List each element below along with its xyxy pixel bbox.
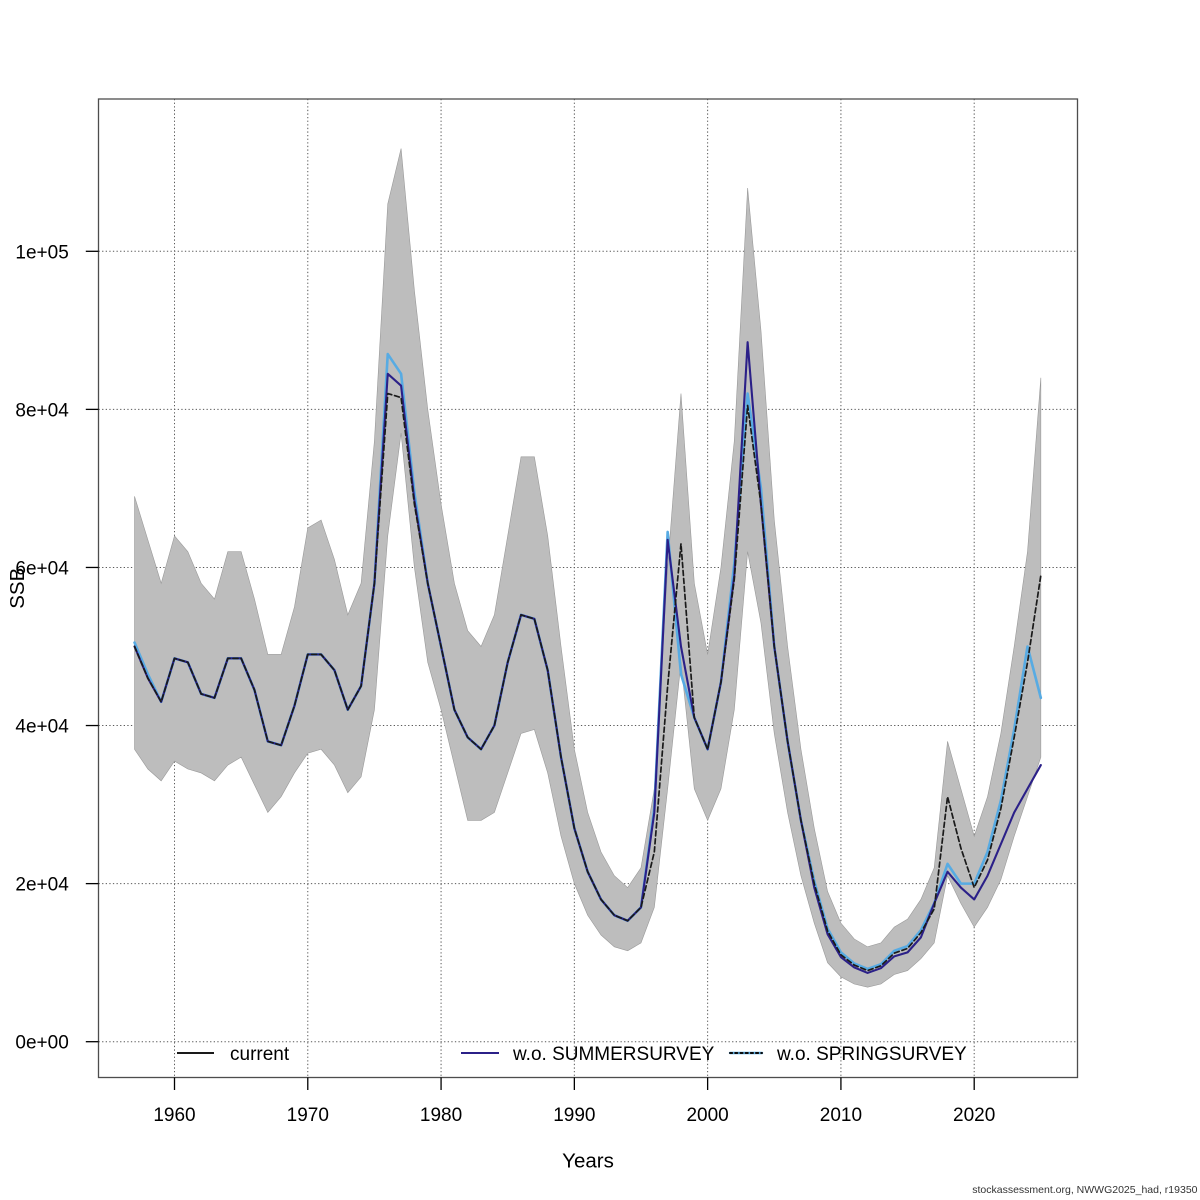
svg-text:w.o. SPRINGSURVEY: w.o. SPRINGSURVEY xyxy=(776,1044,967,1065)
svg-text:Years: Years xyxy=(562,1150,614,1173)
svg-text:1980: 1980 xyxy=(420,1105,462,1126)
svg-text:2020: 2020 xyxy=(953,1105,995,1126)
svg-text:2e+04: 2e+04 xyxy=(15,875,69,896)
svg-text:SSB: SSB xyxy=(6,568,29,609)
svg-text:2000: 2000 xyxy=(686,1105,728,1126)
svg-text:2010: 2010 xyxy=(820,1105,862,1126)
svg-text:current: current xyxy=(230,1044,290,1065)
svg-text:8e+04: 8e+04 xyxy=(15,400,69,421)
svg-text:1990: 1990 xyxy=(553,1105,595,1126)
svg-text:0e+00: 0e+00 xyxy=(15,1033,68,1054)
svg-text:1970: 1970 xyxy=(287,1105,329,1126)
svg-text:stockassessment.org, NWWG2025_: stockassessment.org, NWWG2025_had, r1935… xyxy=(972,1184,1197,1196)
svg-text:1960: 1960 xyxy=(153,1105,195,1126)
svg-text:1e+05: 1e+05 xyxy=(15,242,68,263)
svg-text:w.o. SUMMERSURVEY: w.o. SUMMERSURVEY xyxy=(512,1044,715,1065)
svg-text:4e+04: 4e+04 xyxy=(15,717,69,738)
